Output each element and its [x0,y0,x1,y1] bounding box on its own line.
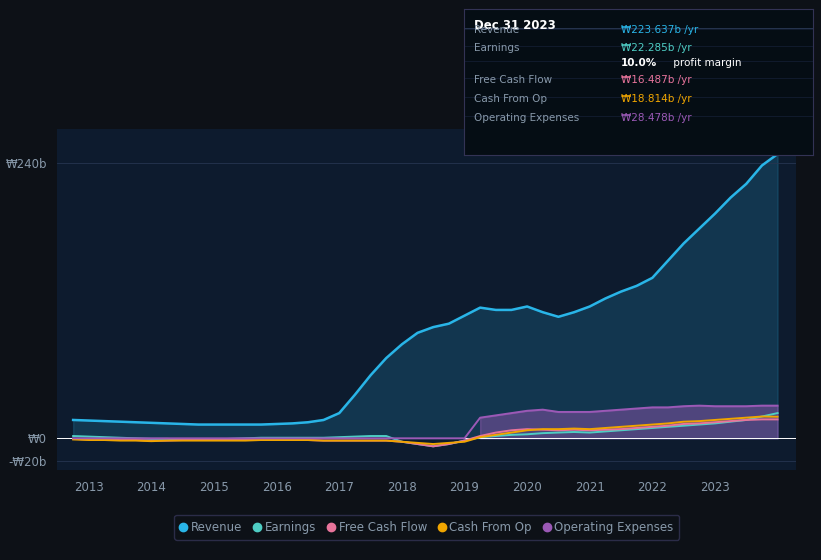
Text: Operating Expenses: Operating Expenses [475,113,580,123]
Text: Free Cash Flow: Free Cash Flow [475,74,553,85]
Text: Dec 31 2023: Dec 31 2023 [475,19,556,32]
Text: ₩22.285b /yr: ₩22.285b /yr [621,43,691,53]
Legend: Revenue, Earnings, Free Cash Flow, Cash From Op, Operating Expenses: Revenue, Earnings, Free Cash Flow, Cash … [174,515,680,540]
Text: 10.0%: 10.0% [621,58,657,68]
Text: Revenue: Revenue [475,25,520,35]
Text: ₩28.478b /yr: ₩28.478b /yr [621,113,691,123]
Text: Earnings: Earnings [475,43,520,53]
Text: ₩16.487b /yr: ₩16.487b /yr [621,74,691,85]
Text: ₩223.637b /yr: ₩223.637b /yr [621,25,698,35]
Text: profit margin: profit margin [670,58,741,68]
Text: Cash From Op: Cash From Op [475,94,548,104]
Text: ₩18.814b /yr: ₩18.814b /yr [621,94,691,104]
